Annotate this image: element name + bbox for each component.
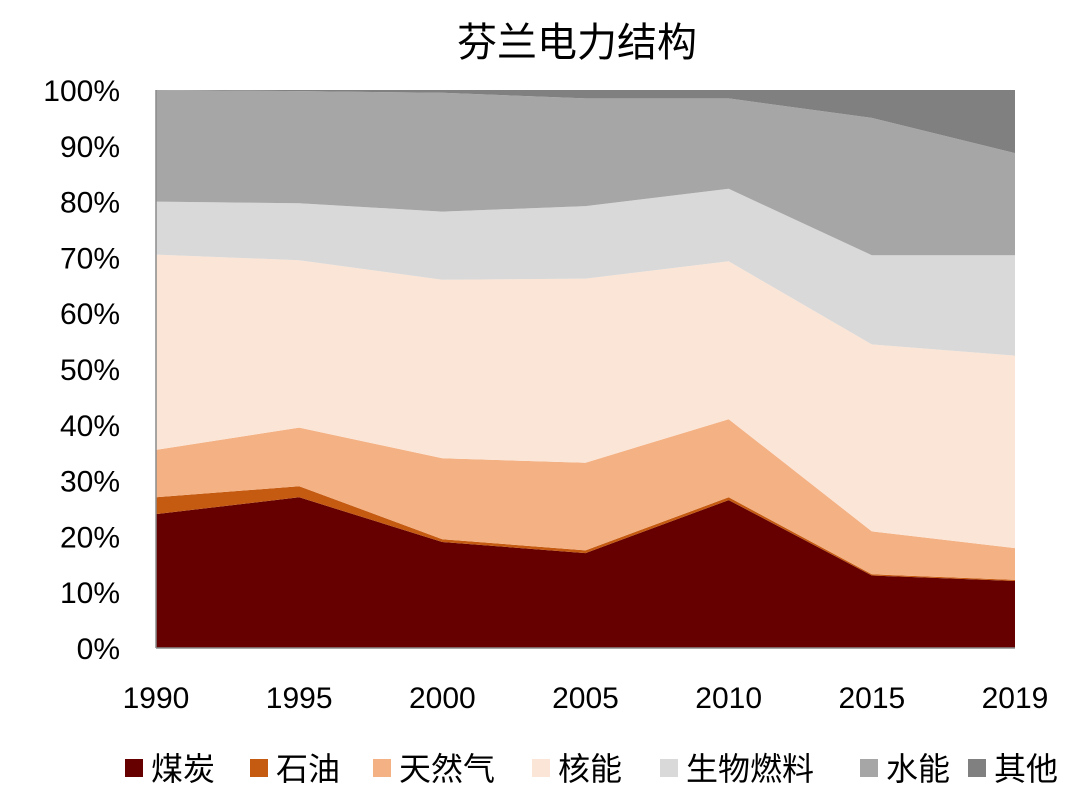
- y-tick-label: 10%: [60, 577, 120, 610]
- plot-area: [156, 90, 1015, 648]
- legend-swatch: [660, 759, 678, 777]
- x-tick-label: 2000: [409, 682, 476, 715]
- legend-swatch: [968, 759, 986, 777]
- y-tick-label: 70%: [60, 242, 120, 275]
- x-tick-label: 2010: [695, 682, 762, 715]
- legend: 煤炭 石油 天然气 核能 生物燃料 水能 其他: [125, 750, 1058, 788]
- y-tick-label: 0%: [77, 633, 120, 666]
- legend-item: 核能: [532, 750, 622, 788]
- y-tick-label: 20%: [60, 521, 120, 554]
- area-series-3: [156, 254, 1015, 549]
- y-tick-label: 50%: [60, 354, 120, 387]
- x-tick-label: 2005: [552, 682, 619, 715]
- x-tick-label: 2019: [982, 682, 1049, 715]
- legend-label: 水能: [886, 750, 950, 788]
- area-series-1: [156, 486, 1015, 581]
- area-series-6: [156, 90, 1015, 154]
- legend-item: 煤炭: [125, 750, 215, 788]
- x-tick-label: 1995: [266, 682, 333, 715]
- legend-label: 煤炭: [151, 750, 215, 788]
- y-tick-label: 30%: [60, 466, 120, 499]
- legend-item: 其他: [968, 750, 1058, 788]
- y-tick-label: 40%: [60, 410, 120, 443]
- legend-swatch: [125, 759, 143, 777]
- y-tick-label: 60%: [60, 298, 120, 331]
- chart-title: 芬兰电力结构: [457, 20, 697, 66]
- area-series-4: [156, 188, 1015, 356]
- legend-swatch: [250, 759, 268, 777]
- area-series-5: [156, 90, 1015, 256]
- legend-label: 石油: [276, 750, 340, 788]
- area-series-2: [156, 419, 1015, 580]
- legend-swatch: [860, 759, 878, 777]
- legend-item: 石油: [250, 750, 340, 788]
- x-tick-label: 1990: [123, 682, 190, 715]
- legend-swatch: [532, 759, 550, 777]
- legend-label: 天然气: [399, 750, 495, 788]
- legend-label: 生物燃料: [686, 750, 814, 788]
- legend-swatch: [373, 759, 391, 777]
- y-tick-label: 100%: [43, 75, 120, 108]
- legend-label: 其他: [994, 750, 1058, 788]
- area-series-0: [156, 497, 1015, 648]
- legend-item: 水能: [860, 750, 950, 788]
- axes: 0% 10% 20% 30% 40% 50% 60% 70% 80% 90% 100% 1990 199…: [43, 75, 1048, 715]
- legend-item: 天然气: [373, 750, 495, 788]
- legend-label: 核能: [558, 750, 622, 788]
- legend-item: 生物燃料: [660, 750, 814, 788]
- x-tick-label: 2015: [838, 682, 905, 715]
- y-tick-label: 90%: [60, 131, 120, 164]
- y-tick-label: 80%: [60, 187, 120, 220]
